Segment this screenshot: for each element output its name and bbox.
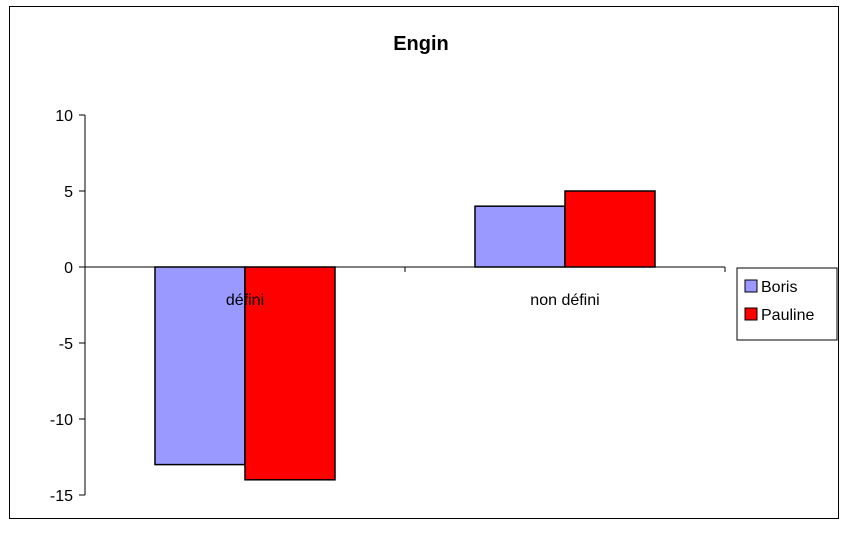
y-tick-label: -10: [50, 412, 73, 429]
legend-label-pauline: Pauline: [761, 307, 814, 324]
bar-boris-1: [474, 205, 566, 268]
y-tick-label: 5: [64, 184, 73, 201]
bar-pauline-0: [244, 266, 336, 481]
bar-boris-0: [154, 266, 246, 466]
x-category-label: non défini: [530, 292, 599, 309]
legend: Boris Pauline: [736, 267, 838, 341]
chart-border: [9, 6, 839, 519]
x-category-label: défini: [226, 292, 264, 309]
legend-swatch-boris: [744, 279, 758, 293]
y-tick-label: 0: [64, 260, 73, 277]
legend-swatch-pauline: [744, 307, 758, 321]
y-tick-label: -15: [50, 488, 73, 505]
plot-area: 10 5 0 -5 -10 -15 défini non défini: [50, 108, 726, 505]
y-tick-label: 10: [55, 108, 73, 125]
y-tick-label: -5: [59, 336, 73, 353]
bar-pauline-1: [564, 190, 656, 268]
chart-title: Engin: [393, 33, 449, 55]
legend-label-boris: Boris: [761, 279, 797, 296]
